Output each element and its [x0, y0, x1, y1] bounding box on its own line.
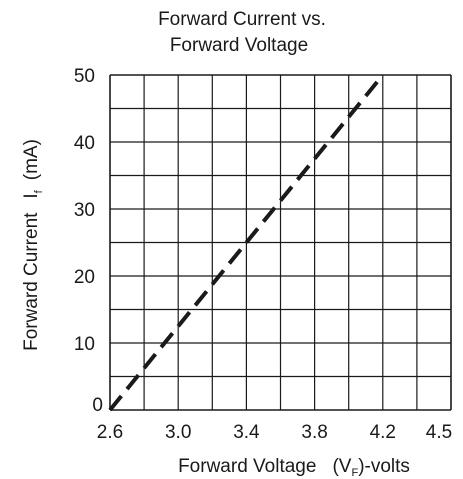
chart-title-line-1: Forward Current vs. — [158, 9, 326, 30]
x-tick-label: 3.8 — [301, 422, 327, 443]
y-tick-label: 0 — [92, 395, 103, 416]
x-axis-symbol-suffix: )-volts — [358, 456, 410, 477]
x-tick-label: 2.6 — [97, 422, 123, 443]
x-tick-label: 4.5 — [426, 422, 452, 443]
y-tick-label: 20 — [74, 267, 95, 288]
y-axis-label-text: Forward Current — [21, 212, 42, 351]
y-tick-label: 40 — [74, 133, 95, 154]
y-tick-label: 30 — [74, 200, 95, 221]
y-tick-label: 10 — [74, 334, 95, 355]
y-tick-label: 50 — [74, 66, 95, 87]
x-axis-symbol-prefix: ( — [332, 456, 339, 477]
y-tick-labels: 0 10 20 30 40 50 — [74, 66, 103, 416]
x-tick-label: 3.0 — [165, 422, 191, 443]
x-axis-symbol: V — [339, 456, 352, 477]
x-tick-labels: 2.6 3.0 3.4 3.8 4.2 4.5 — [97, 422, 452, 443]
x-axis-label-text: Forward Voltage — [178, 456, 316, 477]
x-tick-label: 4.2 — [370, 422, 396, 443]
x-tick-label: 3.4 — [233, 422, 260, 443]
y-axis-symbol-sub: f — [33, 189, 45, 193]
x-axis-label: Forward Voltage (VF)-volts — [178, 456, 410, 479]
series-layer — [108, 73, 385, 412]
series-line — [108, 73, 385, 412]
y-axis-symbol: I — [21, 193, 42, 198]
x-axis-symbol-sub: F — [351, 467, 358, 479]
plot-grid — [109, 74, 452, 411]
y-axis-unit: (mA) — [21, 139, 42, 180]
svg-text:Forward CurrentIf(mA): Forward Current If (mA) — [21, 139, 45, 351]
chart-title-line-2: Forward Voltage — [170, 35, 308, 56]
y-axis-label: Forward Current If (mA) — [21, 139, 45, 351]
